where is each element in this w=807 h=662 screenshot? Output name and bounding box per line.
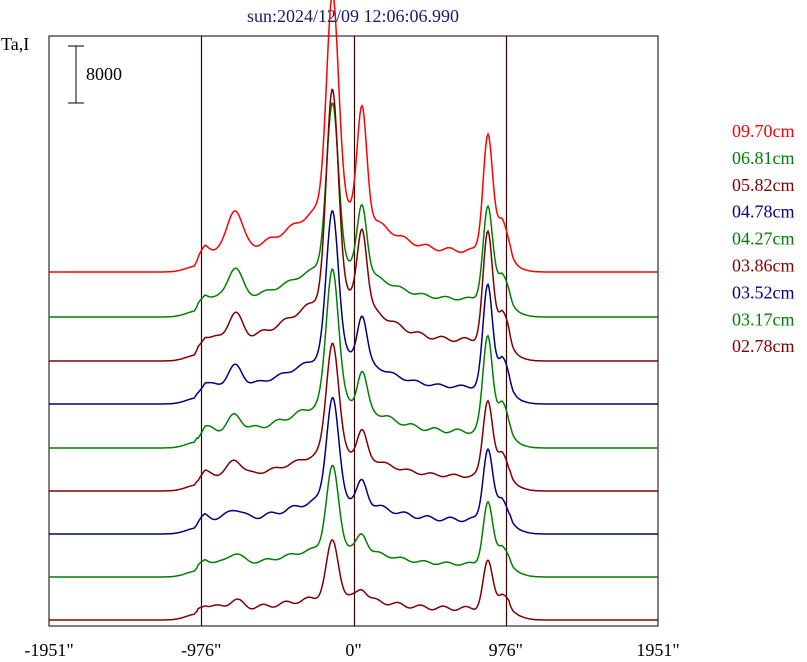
plot-frame: [48, 35, 659, 627]
scale-bar-label: 8000: [86, 64, 122, 84]
legend-entry: 03.17cm: [732, 309, 795, 329]
series-line-06.81cm: [49, 102, 658, 318]
legend-entry: 03.86cm: [732, 256, 795, 276]
series-line-03.17cm: [49, 464, 658, 578]
legend-entry: 04.27cm: [732, 229, 795, 249]
legend-entry: 05.82cm: [732, 175, 795, 195]
series-line-03.86cm: [49, 342, 658, 492]
legend-entry: 02.78cm: [732, 336, 795, 356]
legend-entry: 03.52cm: [732, 282, 795, 302]
chart-title: sun:2024/12/09 12:06:06.990: [247, 6, 459, 26]
series-line-04.78cm: [49, 209, 658, 405]
x-tick-label: 1951": [636, 640, 679, 660]
x-tick-label: -1951": [24, 640, 73, 660]
legend: 09.70cm 06.81cm 05.82cm 04.78cm 04.27cm 03.86…: [732, 121, 795, 356]
series-line-09.70cm: [49, 0, 658, 273]
x-tick-labels: -1951" -976" 0" 976" 1951": [24, 640, 679, 660]
x-tick-label: -976": [181, 640, 221, 660]
series-line-02.78cm: [49, 538, 658, 621]
series-line-03.52cm: [49, 396, 658, 535]
x-tick-label: 976": [489, 640, 523, 660]
scale-bar: 8000: [68, 45, 122, 104]
x-tick-label: 0": [345, 640, 361, 660]
y-axis-label: Ta,I: [1, 34, 29, 54]
series-line-04.27cm: [49, 268, 658, 449]
reference-lines: [200, 36, 508, 626]
legend-entry: 09.70cm: [732, 121, 795, 141]
legend-entry: 04.78cm: [732, 202, 795, 222]
series-lines: [49, 0, 658, 621]
series-line-05.82cm: [49, 88, 658, 362]
legend-entry: 06.81cm: [732, 148, 795, 168]
